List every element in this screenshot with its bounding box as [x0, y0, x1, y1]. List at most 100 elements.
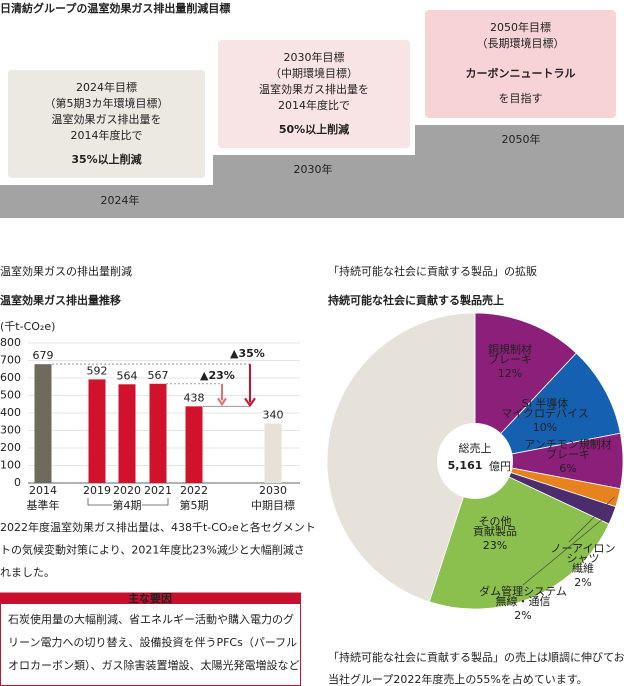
bar	[34, 364, 52, 483]
body-text: 石炭使用量の大幅削減、省エネルギー活動や購入電力のグ	[8, 612, 294, 626]
target-goal: カーボンニュートラル	[466, 66, 576, 80]
body-text: トの気候変動対策により、2021年度比23%減少と大幅削減さ	[0, 543, 305, 557]
bar	[185, 406, 203, 483]
slice-label: 貢献製品	[473, 524, 517, 538]
bar	[118, 384, 136, 483]
page-title: 日清紡グループの温室効果ガス排出量削減目標	[0, 1, 230, 15]
target-line: 温室効果ガス排出量を	[52, 112, 162, 126]
annotation: ▲23%	[200, 369, 235, 382]
slice-label: Si 半導体	[522, 396, 569, 410]
category-note: 中期目標	[251, 498, 295, 512]
step-year: 2030年	[294, 162, 333, 176]
slice-label: 繊維	[572, 562, 594, 575]
pie-slice	[473, 352, 621, 462]
target-line: 2014年度比で	[71, 128, 143, 142]
factor-header	[0, 593, 301, 604]
pie-slice	[326, 312, 476, 603]
y-tick-label: 700	[0, 354, 21, 367]
body-text: オロカーボン類）、ガス除害装置増設、太陽光発電増設など	[8, 658, 300, 672]
slice-label: 無線・通信	[496, 594, 551, 608]
arrow	[244, 364, 256, 408]
section-title: 温室効果ガスの排出量削減	[0, 264, 132, 278]
x-tick-label: 2020	[113, 484, 141, 497]
target-box	[8, 70, 205, 178]
body-text: 当社グループ2022年度売上の55%を占めています。	[328, 672, 588, 686]
step-year: 2024年	[101, 193, 140, 207]
pie-slice	[474, 312, 577, 463]
leader-line	[568, 496, 615, 543]
value-label: 340	[263, 409, 284, 422]
target-goal: 35%以上削減	[71, 152, 141, 166]
factor-title: 主な要因	[128, 591, 172, 605]
target-after: を目指す	[499, 91, 543, 105]
section-title: 「持続可能な社会に貢献する製品」の拡販	[328, 264, 537, 278]
unit-label: (千t-CO₂e)	[0, 320, 55, 333]
slice-label: ノーアイロン	[550, 542, 615, 555]
target-line: （第5期3カ年環境目標）	[45, 96, 169, 110]
y-tick-label: 800	[0, 336, 21, 349]
x-tick-label: 2021	[144, 484, 172, 497]
target-line: 2024年目標	[76, 80, 137, 94]
x-tick-label: 2030	[259, 484, 287, 497]
body-text: リーン電力への切り替え、設備投資を伴うPFCs（パーフル	[8, 635, 297, 649]
center-unit: 億円	[489, 460, 511, 473]
period-bracket	[87, 498, 169, 506]
slice-value: 12%	[498, 367, 522, 380]
slice-value: 10%	[533, 421, 557, 434]
target-line: （中期環境目標）	[270, 66, 358, 80]
y-tick-label: 200	[0, 441, 21, 454]
slice-label: ブレーキ	[488, 352, 532, 366]
x-tick-label: 2022	[180, 484, 208, 497]
annotation: ▲35%	[230, 347, 265, 360]
body-text: 「持続可能な社会に貢献する製品」の売上は順調に伸びており、	[328, 650, 624, 664]
slice-value: 2%	[514, 609, 531, 622]
pie-center	[437, 423, 513, 499]
slice-label: ダム管理システム	[479, 584, 567, 598]
target-box	[425, 10, 616, 118]
slice-value: 6%	[559, 462, 576, 475]
value-label: 592	[87, 364, 108, 377]
bar	[88, 379, 106, 483]
bar	[264, 423, 282, 483]
slice-value: 23%	[483, 539, 507, 552]
bar	[149, 383, 167, 483]
y-tick-label: 400	[0, 406, 21, 419]
leader-line	[522, 513, 610, 586]
target-line: （長期環境目標）	[477, 36, 565, 50]
value-label: 564	[117, 369, 138, 382]
center-value: 5,161	[448, 459, 483, 472]
y-tick-label: 100	[0, 459, 21, 472]
slice-value: 2%	[574, 576, 591, 589]
body-text: 2022年度温室効果ガス排出量は、438千t-CO₂eと各セグメント	[0, 520, 316, 534]
step-year: 2050年	[502, 132, 541, 146]
category-note: 第5期	[180, 498, 209, 512]
y-tick-label: 0	[14, 476, 21, 489]
target-line: 2030年目標	[284, 50, 345, 64]
center-label: 総売上	[459, 441, 492, 455]
body-text: れました。	[0, 566, 55, 579]
value-label: 567	[148, 369, 169, 382]
slice-label: 銅規制材	[488, 342, 532, 356]
slice-label: ブレーキ	[546, 447, 590, 461]
slice-label: その他	[479, 515, 512, 528]
x-tick-label: 2014	[29, 484, 57, 497]
slice-label: シャツ	[567, 552, 600, 565]
slice-label: マイクロデバイス	[501, 406, 588, 420]
chart-title: 温室効果ガス排出量推移	[0, 293, 121, 307]
target-line: 2014年度比で	[278, 98, 350, 112]
category-note: 第4期	[113, 498, 142, 512]
y-tick-label: 500	[0, 389, 21, 402]
target-box	[218, 40, 410, 148]
y-tick-label: 300	[0, 424, 21, 437]
category-note: 基準年	[27, 498, 60, 512]
chart-title: 持続可能な社会に貢献する製品売上	[328, 293, 504, 307]
target-line: 2050年目標	[490, 20, 551, 34]
x-tick-label: 2019	[83, 484, 111, 497]
arrow	[217, 383, 227, 407]
value-label: 438	[184, 391, 205, 404]
y-tick-label: 600	[0, 371, 21, 384]
target-line: 温室効果ガス排出量を	[259, 82, 369, 96]
steps	[0, 125, 624, 218]
value-label: 679	[33, 349, 54, 362]
